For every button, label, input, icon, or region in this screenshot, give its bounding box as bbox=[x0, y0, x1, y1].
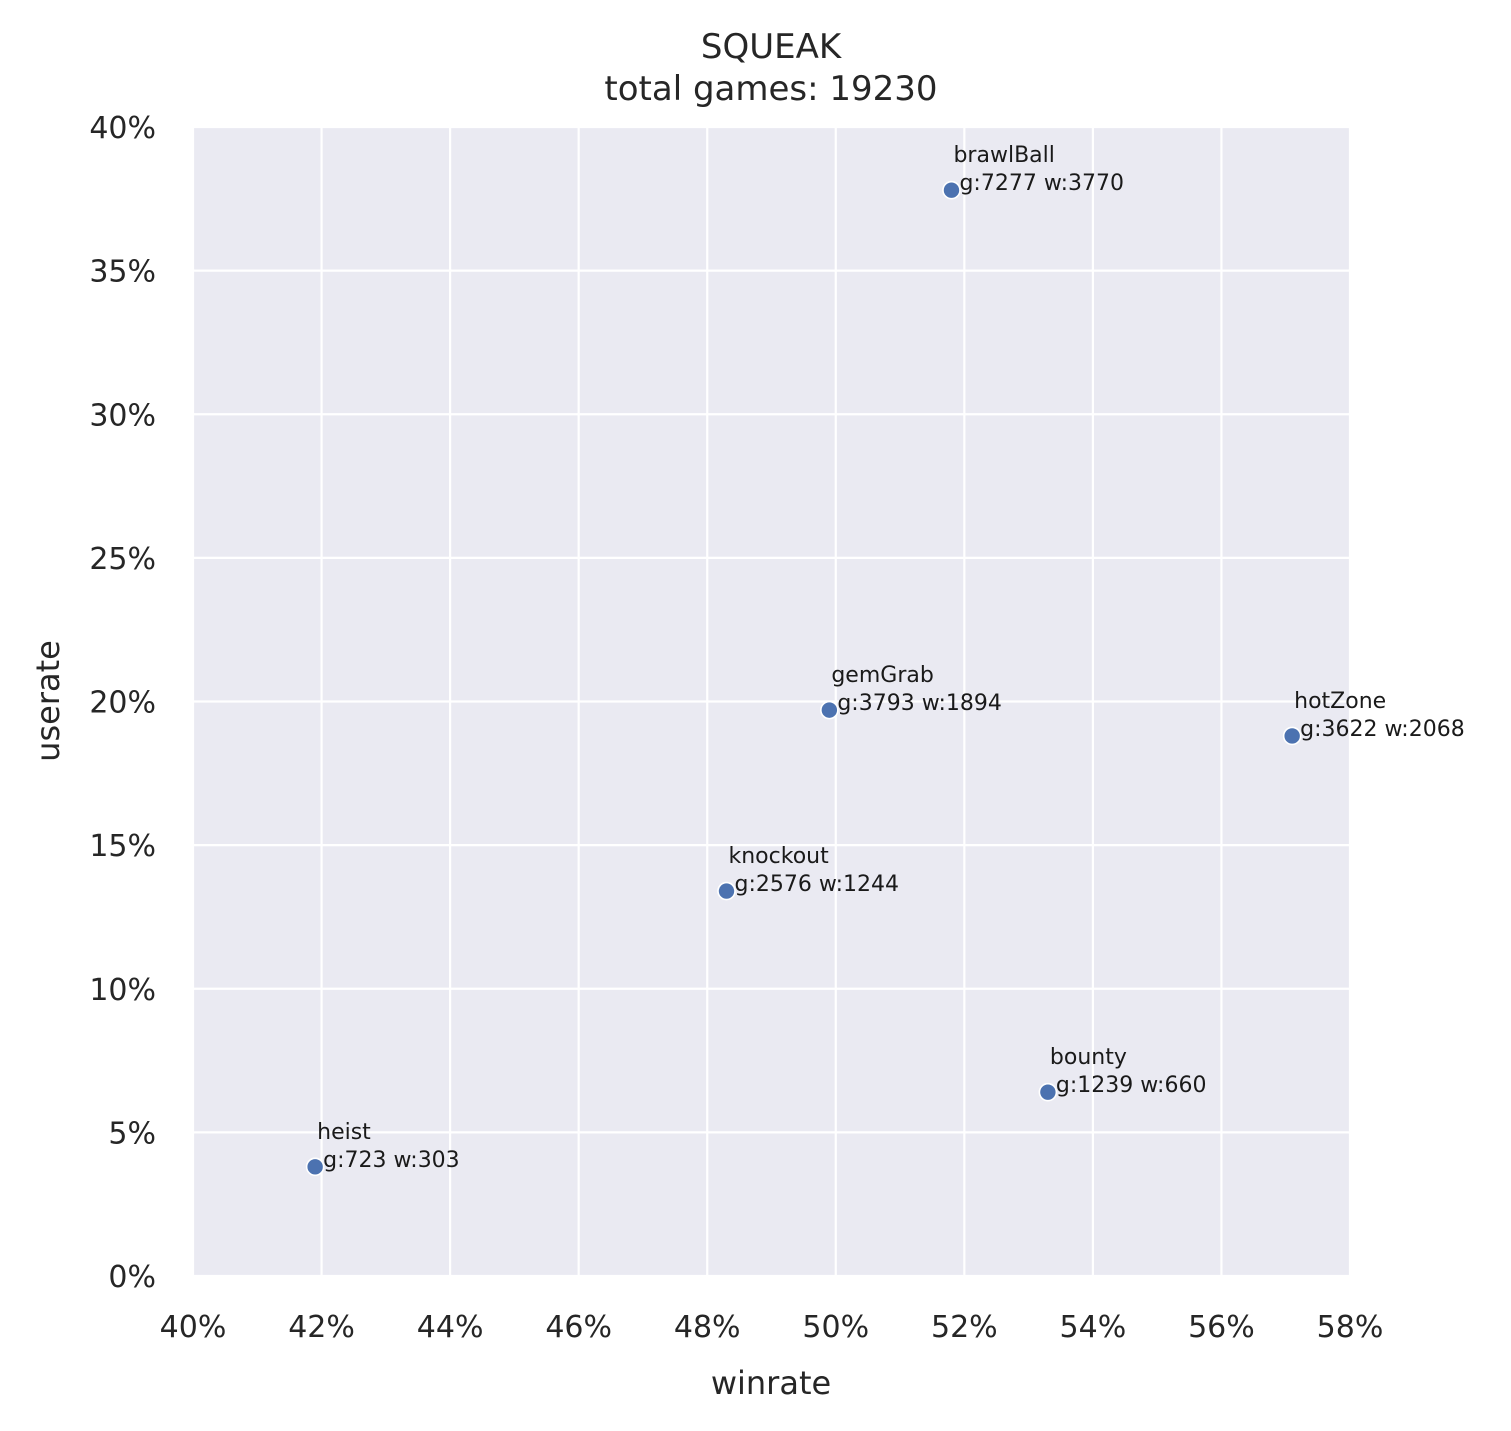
data-point-knockout bbox=[717, 881, 736, 901]
data-points bbox=[305, 180, 1302, 1177]
y-tick-label: 35% bbox=[89, 255, 156, 290]
x-tick-label: 52% bbox=[931, 1310, 998, 1345]
point-stats-label: g:7277 w:3770 bbox=[959, 171, 1124, 196]
y-tick-label: 10% bbox=[89, 973, 156, 1008]
point-stats-label: g:3793 w:1894 bbox=[837, 691, 1002, 716]
point-stats-label: g:1239 w:660 bbox=[1056, 1073, 1207, 1098]
point-stats-label: g:2576 w:1244 bbox=[735, 872, 900, 897]
y-tick-labels: 0% 5% 10% 15% 20% 25% 30% 35% 40% bbox=[89, 111, 156, 1295]
x-tick-label: 48% bbox=[674, 1310, 741, 1345]
x-tick-label: 46% bbox=[545, 1310, 612, 1345]
x-tick-label: 56% bbox=[1188, 1310, 1255, 1345]
x-tick-label: 54% bbox=[1060, 1310, 1127, 1345]
point-stats-label: g:723 w:303 bbox=[323, 1148, 460, 1173]
chart-subtitle: total games: 19230 bbox=[604, 69, 937, 109]
x-tick-labels: 40% 42% 44% 46% 48% 50% 52% 54% 56% 58% bbox=[160, 1310, 1384, 1345]
y-tick-label: 15% bbox=[89, 829, 156, 864]
y-tick-label: 40% bbox=[89, 111, 156, 146]
point-name-label: bounty bbox=[1050, 1045, 1127, 1070]
x-tick-label: 50% bbox=[802, 1310, 869, 1345]
point-stats-label: g:3622 w:2068 bbox=[1300, 717, 1465, 742]
y-tick-label: 20% bbox=[89, 686, 156, 721]
data-point-bounty bbox=[1038, 1082, 1058, 1102]
x-axis-label: winrate bbox=[711, 1364, 831, 1402]
x-tick-label: 42% bbox=[288, 1310, 355, 1345]
data-point-heist bbox=[305, 1157, 325, 1177]
grid-lines bbox=[191, 125, 1352, 1278]
point-labels: brawlBall g:7277 w:3770 gemGrab g:3793 w:18… bbox=[317, 143, 1465, 1173]
data-point-hotZone bbox=[1282, 726, 1302, 746]
y-tick-label: 25% bbox=[89, 542, 156, 577]
point-name-label: heist bbox=[317, 1120, 371, 1145]
x-tick-label: 44% bbox=[417, 1310, 484, 1345]
y-axis-label: userate bbox=[29, 640, 67, 762]
y-tick-label: 5% bbox=[108, 1116, 156, 1151]
data-point-gemGrab bbox=[820, 700, 839, 720]
point-name-label: brawlBall bbox=[953, 143, 1054, 168]
chart-title: SQUEAK bbox=[701, 27, 843, 67]
point-name-label: knockout bbox=[729, 844, 830, 869]
y-tick-label: 30% bbox=[89, 398, 156, 433]
point-name-label: hotZone bbox=[1294, 689, 1386, 714]
data-point-brawlBall bbox=[942, 180, 961, 200]
x-tick-label: 58% bbox=[1317, 1310, 1384, 1345]
point-name-label: gemGrab bbox=[831, 663, 933, 688]
x-tick-label: 40% bbox=[160, 1310, 227, 1345]
y-tick-label: 0% bbox=[108, 1260, 156, 1295]
